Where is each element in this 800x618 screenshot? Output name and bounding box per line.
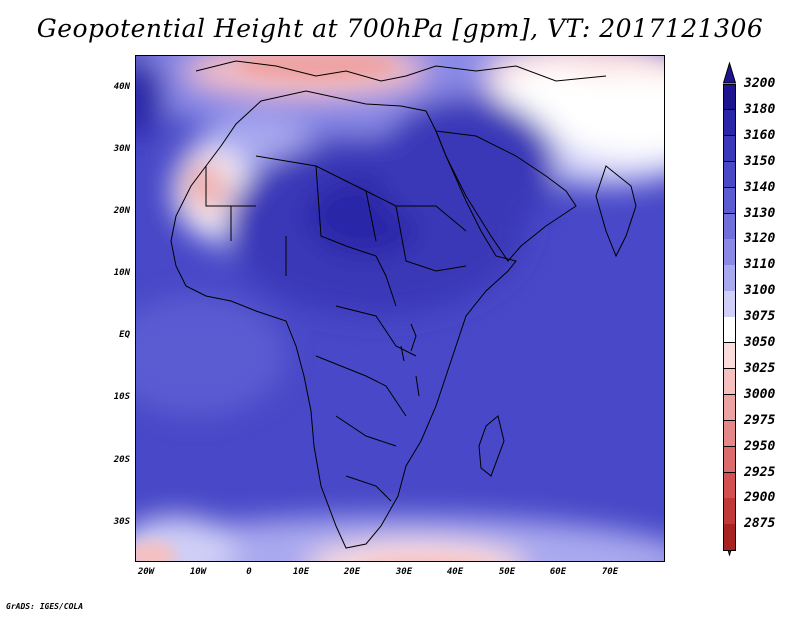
colorbar-label-2975: 2975 — [744, 412, 776, 428]
lat-label-40n: 40N — [113, 82, 130, 92]
colorbar-segment-3150 — [723, 161, 736, 189]
lon-label-70e: 70E — [601, 567, 619, 577]
colorbar-segment-3200 — [723, 84, 736, 111]
colorbar-segment-2950 — [723, 446, 736, 473]
colorbar-label-3160: 3160 — [744, 127, 776, 143]
colorbar-label-3050: 3050 — [744, 335, 776, 350]
colorbar-segment-3110 — [723, 265, 736, 292]
lat-label-10n: 10N — [113, 268, 130, 278]
lon-label-40e: 40E — [446, 567, 464, 577]
lon-label-60e: 60E — [549, 567, 567, 577]
country-borders — [205, 155, 467, 502]
colorbar-segment-2875 — [723, 524, 736, 551]
great-lakes — [400, 323, 420, 397]
lon-label-0: 0 — [246, 567, 252, 577]
colorbar-label-3120: 3120 — [744, 231, 776, 247]
footer-credit: GrADS: IGES/COLA — [6, 602, 84, 611]
colorbar-segment-3050 — [723, 343, 736, 370]
colorbar-segment-3120 — [723, 239, 736, 266]
colorbar-segment-3180 — [723, 109, 736, 137]
colorbar-label-2875: 2875 — [744, 516, 776, 532]
colorbar-label-2950: 2950 — [744, 438, 776, 454]
map-plot-area — [135, 55, 665, 562]
lon-label-30e: 30E — [395, 567, 413, 577]
coastlines — [170, 60, 637, 549]
map-title: Geopotential Height at 700hPa [gpm], VT:… — [36, 14, 764, 43]
colorbar-segment-3075 — [723, 317, 736, 344]
lon-label-20e: 20E — [343, 567, 361, 577]
lat-label-20n: 20N — [113, 206, 130, 216]
colorbar-segment-2975 — [723, 420, 736, 448]
colorbar-label-2900: 2900 — [744, 490, 776, 506]
colorbar-label-3180: 3180 — [744, 101, 776, 117]
europe-coastline — [195, 60, 607, 82]
lon-label-20w: 20W — [137, 567, 155, 577]
colorbar-segment-3140 — [723, 187, 736, 214]
colorbar-segment-3160 — [723, 135, 736, 163]
colorbar-label-3100: 3100 — [744, 283, 776, 299]
lat-label-20s: 20S — [113, 455, 130, 465]
colorbar-segment-2900 — [723, 498, 736, 525]
colorbar-segment-3130 — [723, 213, 736, 240]
colorbar-label-3025: 3025 — [744, 360, 776, 376]
colorbar-segment-2925 — [723, 472, 736, 499]
india-coastline — [595, 165, 637, 258]
arabia-coastline — [435, 130, 577, 262]
colorbar-label-3000: 3000 — [744, 386, 776, 402]
lat-label-10s: 10S — [113, 392, 130, 402]
lat-label-30s: 30S — [113, 517, 130, 527]
lat-label-eq: EQ — [119, 330, 130, 340]
colorbar-segment-3100 — [723, 291, 736, 318]
colorbar-label-2925: 2925 — [744, 464, 776, 480]
lat-label-30n: 30N — [113, 144, 130, 154]
geopotential-field — [136, 56, 664, 561]
colorbar-label-3130: 3130 — [744, 205, 776, 221]
lon-label-10e: 10E — [292, 567, 310, 577]
madagascar-coastline — [478, 415, 505, 477]
colorbar-segment-3025 — [723, 368, 736, 396]
colorbar-label-3150: 3150 — [744, 153, 776, 169]
field-gradients — [136, 56, 664, 561]
colorbar-top-arrow — [723, 62, 736, 84]
colorbar-segment-3000 — [723, 394, 736, 422]
colorbar-label-3075: 3075 — [744, 309, 776, 325]
lon-label-10w: 10W — [189, 567, 207, 577]
colorbar-label-3110: 3110 — [744, 257, 776, 273]
colorbar-label-3200: 3200 — [744, 76, 776, 91]
colorbar-label-3140: 3140 — [744, 179, 776, 195]
lon-label-50e: 50E — [498, 567, 516, 577]
